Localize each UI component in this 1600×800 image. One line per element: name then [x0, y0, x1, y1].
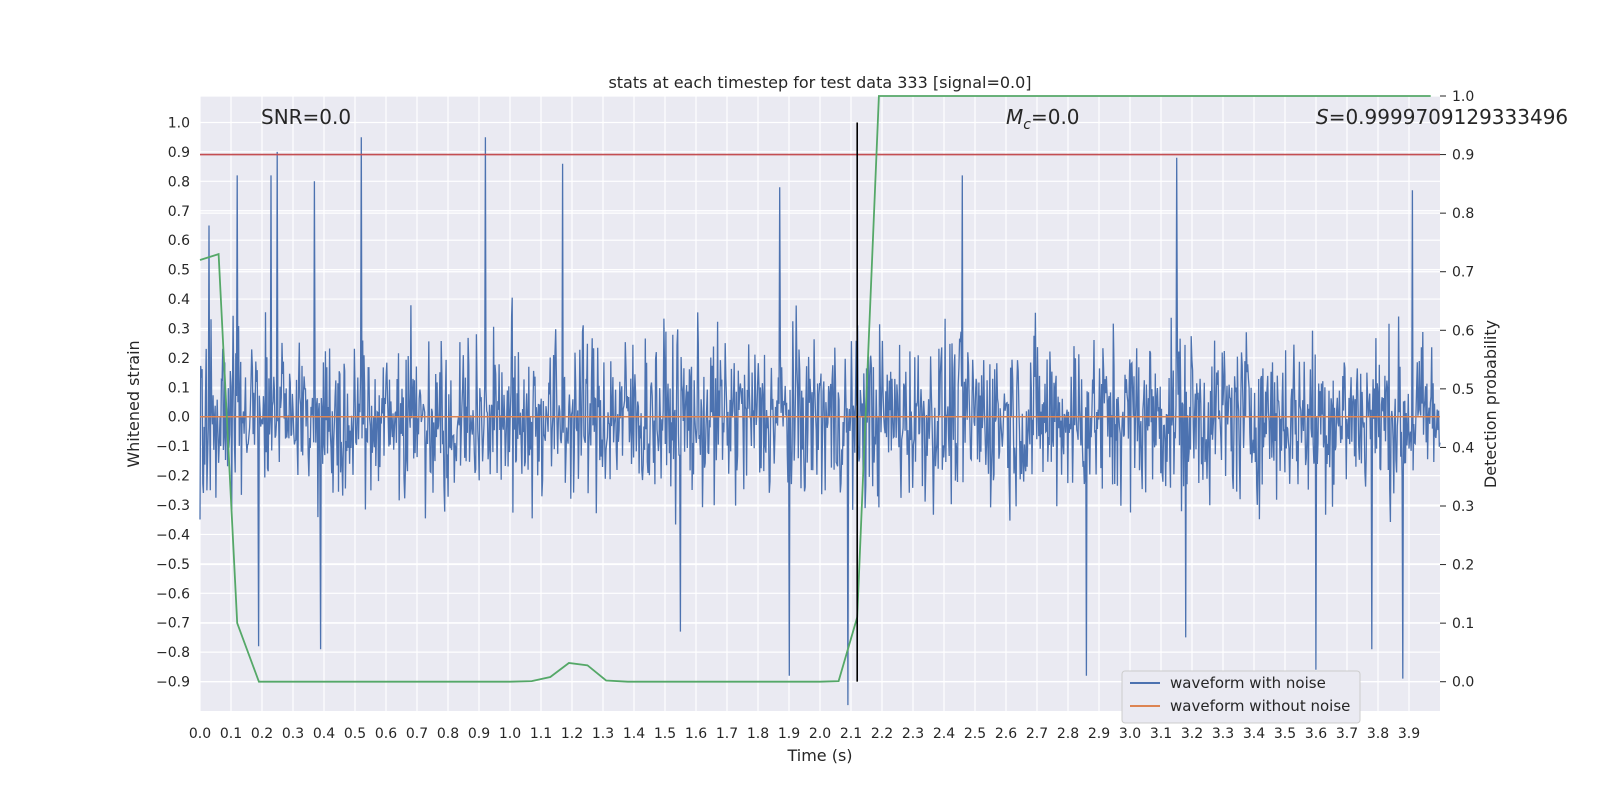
y-right-tick-labels: 1.0 0.9 0.8 0.7 0.6 0.5 0.4 0.3 0.2 0.1 0.0	[1440, 89, 1474, 691]
legend-label-waveform-with-noise: waveform with noise	[1170, 674, 1326, 692]
x-tick-label: 0.0	[189, 726, 211, 742]
x-tick-label: 2.0	[809, 726, 831, 742]
y-tick-label: 0.6	[168, 233, 190, 249]
y-tick-label: 0.9	[168, 145, 190, 161]
x-tick-label: 2.3	[902, 726, 924, 742]
x-tick-label: 1.1	[530, 726, 552, 742]
x-tick-label: 2.1	[840, 726, 862, 742]
mc-symbol: M	[1006, 105, 1023, 129]
y-tick-label: −0.3	[156, 498, 190, 514]
y-tick-label: −0.6	[156, 586, 190, 602]
x-tick-label: 0.6	[375, 726, 397, 742]
y-tick-label: 0.2	[168, 351, 190, 367]
y-right-tick-label: 0.7	[1452, 265, 1474, 281]
x-tick-labels: 0.0 0.1 0.2 0.3 0.4 0.5 0.6 0.7 0.8 0.9 1.0 1.1 1.2 1…	[189, 726, 1420, 742]
y-right-tick-label: 0.1	[1452, 616, 1474, 632]
y-right-tick-label: 0.9	[1452, 148, 1474, 164]
x-tick-label: 2.4	[933, 726, 955, 742]
mc-subscript: c	[1023, 117, 1031, 133]
y-tick-label: 0.3	[168, 321, 190, 337]
y-tick-labels: 1.0 0.9 0.8 0.7 0.6 0.5 0.4 0.3 0.2 0.1 0.0 −0.1 −0.…	[156, 115, 190, 690]
x-tick-label: 3.1	[1150, 726, 1172, 742]
s-value: =0.9999709129333496	[1329, 105, 1568, 129]
x-tick-label: 3.6	[1305, 726, 1327, 742]
y-axis-label: Whitened strain	[124, 340, 143, 467]
x-tick-label: 2.2	[871, 726, 893, 742]
x-tick-label: 2.7	[1026, 726, 1048, 742]
y-tick-label: −0.4	[156, 527, 190, 543]
waveform-with-noise-line	[199, 137, 1441, 706]
x-tick-label: 2.8	[1057, 726, 1079, 742]
y-tick-label: −0.9	[156, 675, 190, 691]
x-tick-label: 3.0	[1119, 726, 1141, 742]
mc-annotation: Mc=0.0	[1006, 105, 1080, 133]
y-tick-label: −0.1	[156, 439, 190, 455]
x-tick-label: 1.2	[561, 726, 583, 742]
x-tick-label: 3.9	[1398, 726, 1420, 742]
x-tick-label: 0.5	[344, 726, 366, 742]
y-right-tick-label: 0.6	[1452, 323, 1474, 339]
x-tick-label: 1.7	[716, 726, 738, 742]
x-tick-label: 0.7	[406, 726, 428, 742]
x-tick-label: 0.9	[468, 726, 490, 742]
y-tick-label: −0.5	[156, 557, 190, 573]
y-tick-label: 0.7	[168, 204, 190, 220]
y-axis-label-right: Detection probability	[1481, 320, 1500, 488]
y-right-tick-label: 0.5	[1452, 382, 1474, 398]
y-tick-label: −0.2	[156, 469, 190, 485]
x-tick-label: 3.8	[1367, 726, 1389, 742]
overlays	[199, 95, 1440, 683]
y-right-tick-label: 0.0	[1452, 675, 1474, 691]
x-tick-label: 1.9	[778, 726, 800, 742]
legend-box	[1121, 670, 1361, 724]
s-symbol: S	[1316, 105, 1329, 129]
y-right-tick-label: 1.0	[1452, 89, 1474, 105]
y-tick-label: 0.0	[168, 410, 190, 426]
chart-title: stats at each timestep for test data 333…	[608, 73, 1031, 92]
y-right-tick-label: 0.4	[1452, 440, 1474, 456]
x-tick-label: 1.4	[623, 726, 645, 742]
y-tick-label: 0.8	[168, 174, 190, 190]
legend-label-waveform-without-noise: waveform without noise	[1170, 697, 1350, 715]
x-tick-label: 2.5	[964, 726, 986, 742]
legend: waveform with noise waveform without noi…	[1121, 670, 1361, 724]
snr-annotation: SNR=0.0	[261, 105, 351, 129]
x-tick-label: 1.6	[685, 726, 707, 742]
y-right-tick-label: 0.3	[1452, 499, 1474, 515]
y-tick-label: 0.5	[168, 263, 190, 279]
y-tick-label: 0.1	[168, 380, 190, 396]
x-tick-label: 0.2	[251, 726, 273, 742]
s-annotation: S=0.9999709129333496	[1316, 105, 1568, 129]
y-tick-label: 1.0	[168, 115, 190, 131]
x-tick-label: 0.3	[282, 726, 304, 742]
x-tick-label: 1.0	[499, 726, 521, 742]
x-tick-label: 1.3	[592, 726, 614, 742]
y-right-tick-label: 0.2	[1452, 558, 1474, 574]
x-axis-label: Time (s)	[786, 746, 852, 765]
x-tick-label: 1.5	[654, 726, 676, 742]
y-right-tick-label: 0.8	[1452, 206, 1474, 222]
x-tick-label: 2.6	[995, 726, 1017, 742]
x-tick-label: 0.4	[313, 726, 335, 742]
y-tick-label: −0.7	[156, 616, 190, 632]
x-tick-label: 1.8	[747, 726, 769, 742]
x-tick-label: 0.1	[220, 726, 242, 742]
x-tick-label: 2.9	[1088, 726, 1110, 742]
x-tick-label: 3.2	[1181, 726, 1203, 742]
x-tick-label: 0.8	[437, 726, 459, 742]
y-tick-label: 0.4	[168, 292, 190, 308]
detection-probability-line	[199, 95, 1431, 683]
x-tick-label: 3.7	[1336, 726, 1358, 742]
x-tick-label: 3.5	[1274, 726, 1296, 742]
x-tick-label: 3.3	[1212, 726, 1234, 742]
series-waveform-with-noise	[199, 137, 1441, 706]
x-tick-label: 3.4	[1243, 726, 1265, 742]
mc-value: =0.0	[1031, 105, 1080, 129]
y-tick-label: −0.8	[156, 645, 190, 661]
